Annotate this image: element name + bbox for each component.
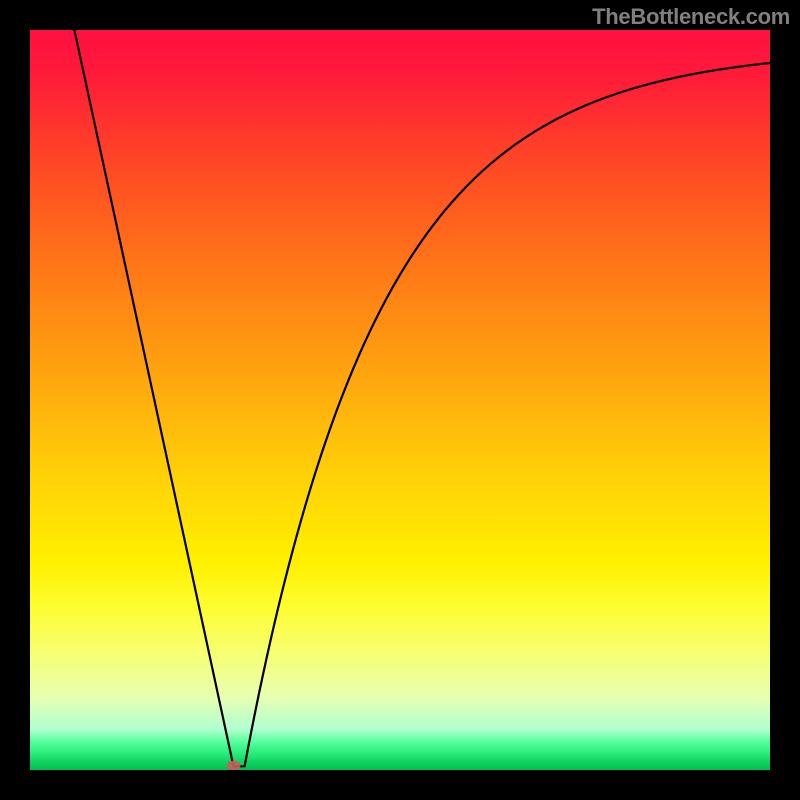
plot-svg	[30, 30, 770, 770]
gradient-background	[30, 30, 770, 770]
plot-area	[30, 30, 770, 770]
watermark-text: TheBottleneck.com	[592, 4, 790, 30]
